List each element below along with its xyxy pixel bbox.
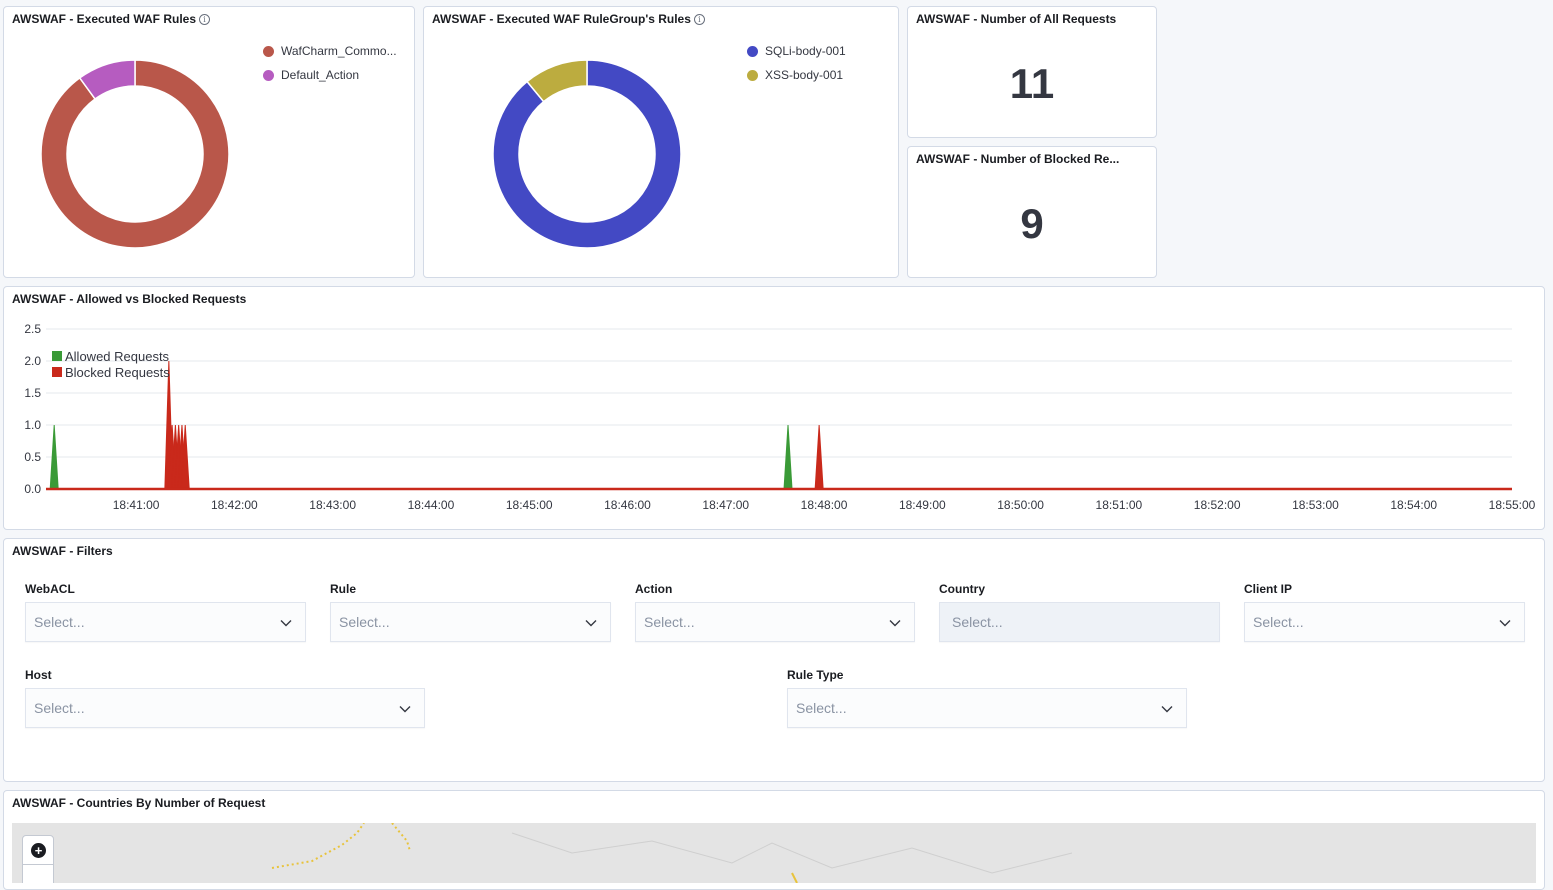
- chevron-down-icon: [889, 620, 901, 627]
- x-tick-label: 18:47:00: [702, 498, 749, 512]
- x-tick-label: 18:46:00: [604, 498, 651, 512]
- info-icon[interactable]: i: [199, 13, 211, 25]
- rule-select[interactable]: Select...: [330, 602, 611, 642]
- map-zoom-control: +: [22, 835, 54, 883]
- donut-slice-0[interactable]: [40, 59, 230, 249]
- panel-title: AWSWAF - Countries By Number of Request: [12, 796, 266, 810]
- legend: WafCharm_Commo... Default_Action: [263, 39, 397, 87]
- panel-filters: AWSWAF - Filters WebACL Select... Rule S…: [3, 538, 1545, 782]
- country-select[interactable]: Select...: [939, 602, 1220, 642]
- chevron-down-icon: [399, 706, 411, 713]
- select-placeholder: Select...: [34, 614, 85, 630]
- donut-slice-1[interactable]: [526, 59, 588, 103]
- zoom-in-icon[interactable]: +: [31, 843, 46, 858]
- filter-label-client-ip: Client IP: [1244, 582, 1293, 596]
- chevron-down-icon: [585, 620, 597, 627]
- legend-item-0[interactable]: WafCharm_Commo...: [263, 39, 397, 63]
- donut-chart-executed-rules[interactable]: [35, 54, 235, 254]
- rule-type-select[interactable]: Select...: [787, 688, 1187, 728]
- y-tick-label: 0.5: [24, 450, 41, 464]
- legend-item-1[interactable]: XSS-body-001: [747, 63, 846, 87]
- x-tick-label: 18:51:00: [1096, 498, 1143, 512]
- panel-executed-rulegroup-rules: AWSWAF - Executed WAF RuleGroup's Rules …: [423, 6, 899, 278]
- y-tick-label: 1.5: [24, 386, 41, 400]
- donut-slice-0[interactable]: [492, 59, 682, 249]
- panel-title: AWSWAF - Allowed vs Blocked Requests: [12, 292, 247, 306]
- legend-swatch-icon: [52, 367, 62, 377]
- select-placeholder: Select...: [1253, 614, 1304, 630]
- x-tick-label: 18:45:00: [506, 498, 553, 512]
- x-tick-label: 18:54:00: [1390, 498, 1437, 512]
- select-placeholder: Select...: [796, 700, 847, 716]
- legend-dot-icon: [747, 45, 758, 57]
- x-tick-label: 18:53:00: [1292, 498, 1339, 512]
- panel-title: AWSWAF - Number of All Requests: [916, 12, 1117, 26]
- legend-item-1[interactable]: Default_Action: [263, 63, 397, 87]
- donut-slice-1[interactable]: [78, 59, 136, 101]
- chevron-down-icon: [280, 620, 292, 627]
- legend-label: SQLi-body-001: [765, 44, 846, 58]
- filter-label-country: Country: [939, 582, 985, 596]
- filter-label-host: Host: [25, 668, 52, 682]
- host-select[interactable]: Select...: [25, 688, 425, 728]
- panel-title: AWSWAF - Executed WAF Rules i: [12, 12, 211, 26]
- y-tick-label: 2.0: [24, 354, 41, 368]
- select-placeholder: Select...: [34, 700, 85, 716]
- webacl-select[interactable]: Select...: [25, 602, 306, 642]
- legend-dot-icon: [263, 69, 274, 81]
- x-tick-label: 18:41:00: [113, 498, 160, 512]
- x-tick-label: 18:43:00: [309, 498, 356, 512]
- filter-label-webacl: WebACL: [25, 582, 75, 596]
- legend-swatch-icon: [52, 351, 62, 361]
- legend-label[interactable]: Allowed Requests: [65, 349, 170, 364]
- x-tick-label: 18:52:00: [1194, 498, 1241, 512]
- client-ip-select[interactable]: Select...: [1244, 602, 1525, 642]
- y-tick-label: 2.5: [24, 322, 41, 336]
- legend-item-0[interactable]: SQLi-body-001: [747, 39, 846, 63]
- select-placeholder: Select...: [952, 614, 1003, 630]
- filter-label-rule-type: Rule Type: [787, 668, 844, 682]
- filter-label-rule: Rule: [330, 582, 357, 596]
- metric-value: 11: [1009, 60, 1055, 107]
- panel-countries-map: AWSWAF - Countries By Number of Request …: [3, 790, 1545, 890]
- legend-dot-icon: [747, 69, 758, 81]
- panel-allowed-vs-blocked: AWSWAF - Allowed vs Blocked Requests 0.0…: [3, 286, 1545, 530]
- x-tick-label: 18:44:00: [408, 498, 455, 512]
- metric-value: 9: [1020, 200, 1044, 247]
- x-tick-label: 18:55:00: [1489, 498, 1536, 512]
- donut-chart-rulegroup-rules[interactable]: [487, 54, 687, 254]
- legend: SQLi-body-001 XSS-body-001: [747, 39, 846, 87]
- x-tick-label: 18:49:00: [899, 498, 946, 512]
- panel-title: AWSWAF - Filters: [12, 544, 113, 558]
- x-tick-label: 18:48:00: [801, 498, 848, 512]
- map-outlines: [271, 823, 1073, 883]
- chevron-down-icon: [1161, 706, 1173, 713]
- zoom-divider: [23, 864, 53, 865]
- legend-label: XSS-body-001: [765, 68, 844, 82]
- time-series-chart[interactable]: 0.0 0.5 1.0 1.5 2.0 2.5 18:41:00 18:42:00 18:43:…: [4, 287, 1544, 523]
- chevron-down-icon: [1499, 620, 1511, 627]
- filter-label-action: Action: [635, 582, 673, 596]
- panel-title: AWSWAF - Executed WAF RuleGroup's Rules …: [432, 12, 705, 26]
- y-tick-label: 1.0: [24, 418, 41, 432]
- legend-label: WafCharm_Commo...: [281, 44, 397, 58]
- legend-label[interactable]: Blocked Requests: [65, 365, 170, 380]
- x-tick-label: 18:42:00: [211, 498, 258, 512]
- x-tick-label: 18:50:00: [997, 498, 1044, 512]
- panel-title: AWSWAF - Number of Blocked Re...: [916, 152, 1120, 166]
- select-placeholder: Select...: [339, 614, 390, 630]
- info-icon[interactable]: i: [693, 13, 705, 25]
- panel-number-of-all-requests: AWSWAF - Number of All Requests 11: [907, 6, 1157, 138]
- action-select[interactable]: Select...: [635, 602, 915, 642]
- panel-executed-waf-rules: AWSWAF - Executed WAF Rules i WafCharm_C…: [3, 6, 415, 278]
- legend-dot-icon: [263, 45, 274, 57]
- y-tick-label: 0.0: [24, 482, 41, 496]
- select-placeholder: Select...: [644, 614, 695, 630]
- legend-label: Default_Action: [281, 68, 360, 82]
- world-map[interactable]: +: [12, 823, 1536, 883]
- panel-number-of-blocked-requests: AWSWAF - Number of Blocked Re... 9: [907, 146, 1157, 278]
